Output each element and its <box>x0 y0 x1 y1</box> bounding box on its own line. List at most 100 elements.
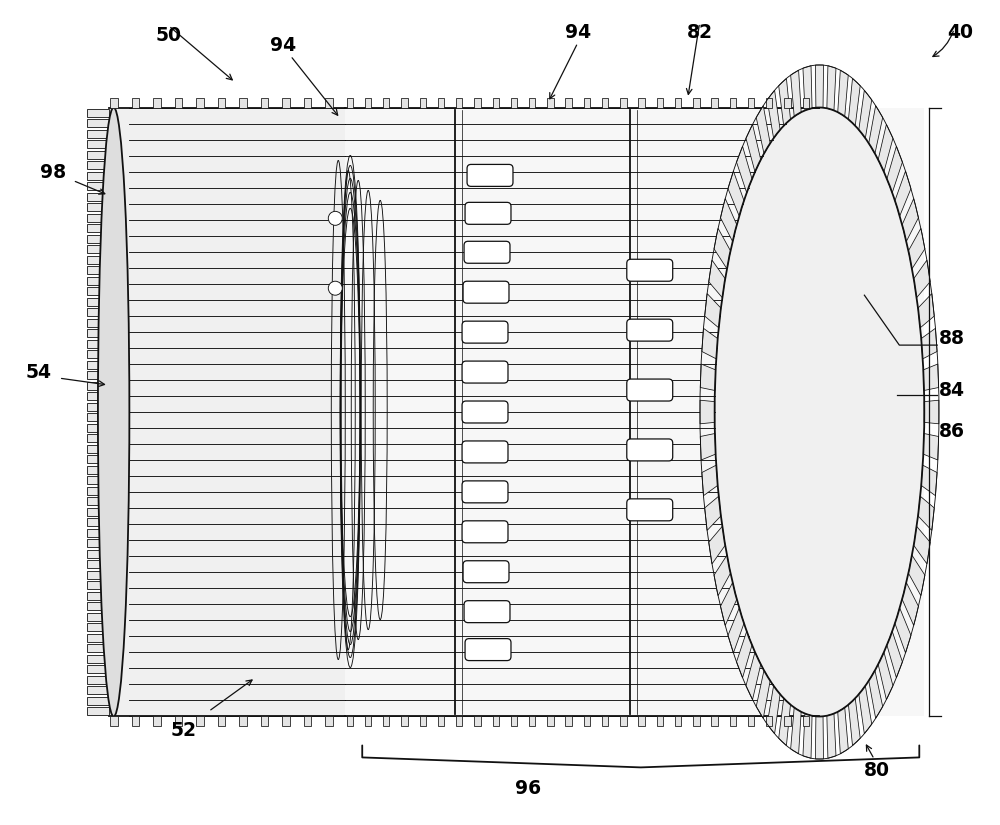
Text: 98: 98 <box>40 163 66 182</box>
FancyBboxPatch shape <box>462 401 508 423</box>
Text: 52: 52 <box>171 722 197 741</box>
Polygon shape <box>87 256 109 264</box>
Polygon shape <box>87 329 109 337</box>
Polygon shape <box>675 716 681 727</box>
Polygon shape <box>746 652 761 700</box>
FancyBboxPatch shape <box>627 259 673 281</box>
Polygon shape <box>887 146 902 193</box>
Polygon shape <box>261 97 268 107</box>
Polygon shape <box>730 716 736 727</box>
Polygon shape <box>791 70 801 116</box>
Polygon shape <box>638 97 645 107</box>
Polygon shape <box>87 382 109 389</box>
Polygon shape <box>365 97 371 107</box>
Polygon shape <box>895 608 911 653</box>
Polygon shape <box>132 716 139 727</box>
Polygon shape <box>420 716 426 727</box>
Polygon shape <box>218 716 225 727</box>
Polygon shape <box>87 140 109 148</box>
Polygon shape <box>87 130 109 138</box>
Polygon shape <box>87 655 109 662</box>
Polygon shape <box>175 716 182 727</box>
FancyBboxPatch shape <box>627 379 673 401</box>
Polygon shape <box>87 161 109 169</box>
Polygon shape <box>239 97 247 107</box>
Polygon shape <box>87 634 109 642</box>
FancyBboxPatch shape <box>462 361 508 383</box>
Text: 40: 40 <box>947 22 973 41</box>
Polygon shape <box>700 433 716 460</box>
Polygon shape <box>859 686 872 733</box>
Polygon shape <box>87 120 109 127</box>
Polygon shape <box>282 97 290 107</box>
Polygon shape <box>304 716 311 727</box>
Polygon shape <box>547 716 554 727</box>
Polygon shape <box>474 97 481 107</box>
Polygon shape <box>87 466 109 474</box>
Polygon shape <box>620 716 627 727</box>
Text: 84: 84 <box>939 380 965 399</box>
Polygon shape <box>803 716 809 727</box>
Polygon shape <box>702 328 718 359</box>
Polygon shape <box>602 97 608 107</box>
Polygon shape <box>87 287 109 295</box>
Polygon shape <box>87 602 109 610</box>
FancyBboxPatch shape <box>462 521 508 543</box>
Polygon shape <box>110 716 118 727</box>
Polygon shape <box>565 97 572 107</box>
Polygon shape <box>109 107 345 716</box>
Polygon shape <box>282 716 290 727</box>
Polygon shape <box>714 555 731 596</box>
FancyBboxPatch shape <box>462 481 508 503</box>
FancyBboxPatch shape <box>465 639 511 661</box>
Polygon shape <box>869 671 883 719</box>
Polygon shape <box>657 716 663 727</box>
Polygon shape <box>848 698 860 746</box>
Polygon shape <box>87 224 109 233</box>
Text: 54: 54 <box>26 362 52 382</box>
Polygon shape <box>700 400 715 424</box>
Polygon shape <box>87 540 109 547</box>
Text: 82: 82 <box>687 22 713 41</box>
Polygon shape <box>921 328 937 359</box>
Polygon shape <box>87 529 109 537</box>
FancyBboxPatch shape <box>462 441 508 463</box>
Polygon shape <box>87 235 109 243</box>
FancyBboxPatch shape <box>467 164 513 186</box>
Polygon shape <box>902 582 918 625</box>
Polygon shape <box>87 403 109 411</box>
Polygon shape <box>87 109 109 117</box>
Polygon shape <box>456 97 462 107</box>
Polygon shape <box>766 716 772 727</box>
Polygon shape <box>87 686 109 694</box>
FancyBboxPatch shape <box>462 321 508 343</box>
Polygon shape <box>87 676 109 684</box>
Polygon shape <box>325 97 333 107</box>
Polygon shape <box>730 97 736 107</box>
Polygon shape <box>347 716 353 727</box>
Polygon shape <box>87 276 109 285</box>
Polygon shape <box>803 714 812 758</box>
Polygon shape <box>748 97 754 107</box>
Polygon shape <box>902 199 918 242</box>
Circle shape <box>328 211 342 225</box>
FancyBboxPatch shape <box>464 241 510 263</box>
Polygon shape <box>784 716 791 727</box>
Polygon shape <box>565 716 572 727</box>
Polygon shape <box>803 97 809 107</box>
Polygon shape <box>87 476 109 484</box>
Polygon shape <box>87 592 109 600</box>
Polygon shape <box>153 97 161 107</box>
Polygon shape <box>87 361 109 369</box>
Polygon shape <box>728 608 744 653</box>
Polygon shape <box>779 78 790 125</box>
FancyBboxPatch shape <box>464 601 510 623</box>
Polygon shape <box>87 697 109 705</box>
Polygon shape <box>87 434 109 442</box>
FancyBboxPatch shape <box>463 281 509 303</box>
Polygon shape <box>493 97 499 107</box>
Ellipse shape <box>98 107 129 716</box>
Polygon shape <box>748 716 754 727</box>
Polygon shape <box>529 716 535 727</box>
Polygon shape <box>815 716 824 759</box>
